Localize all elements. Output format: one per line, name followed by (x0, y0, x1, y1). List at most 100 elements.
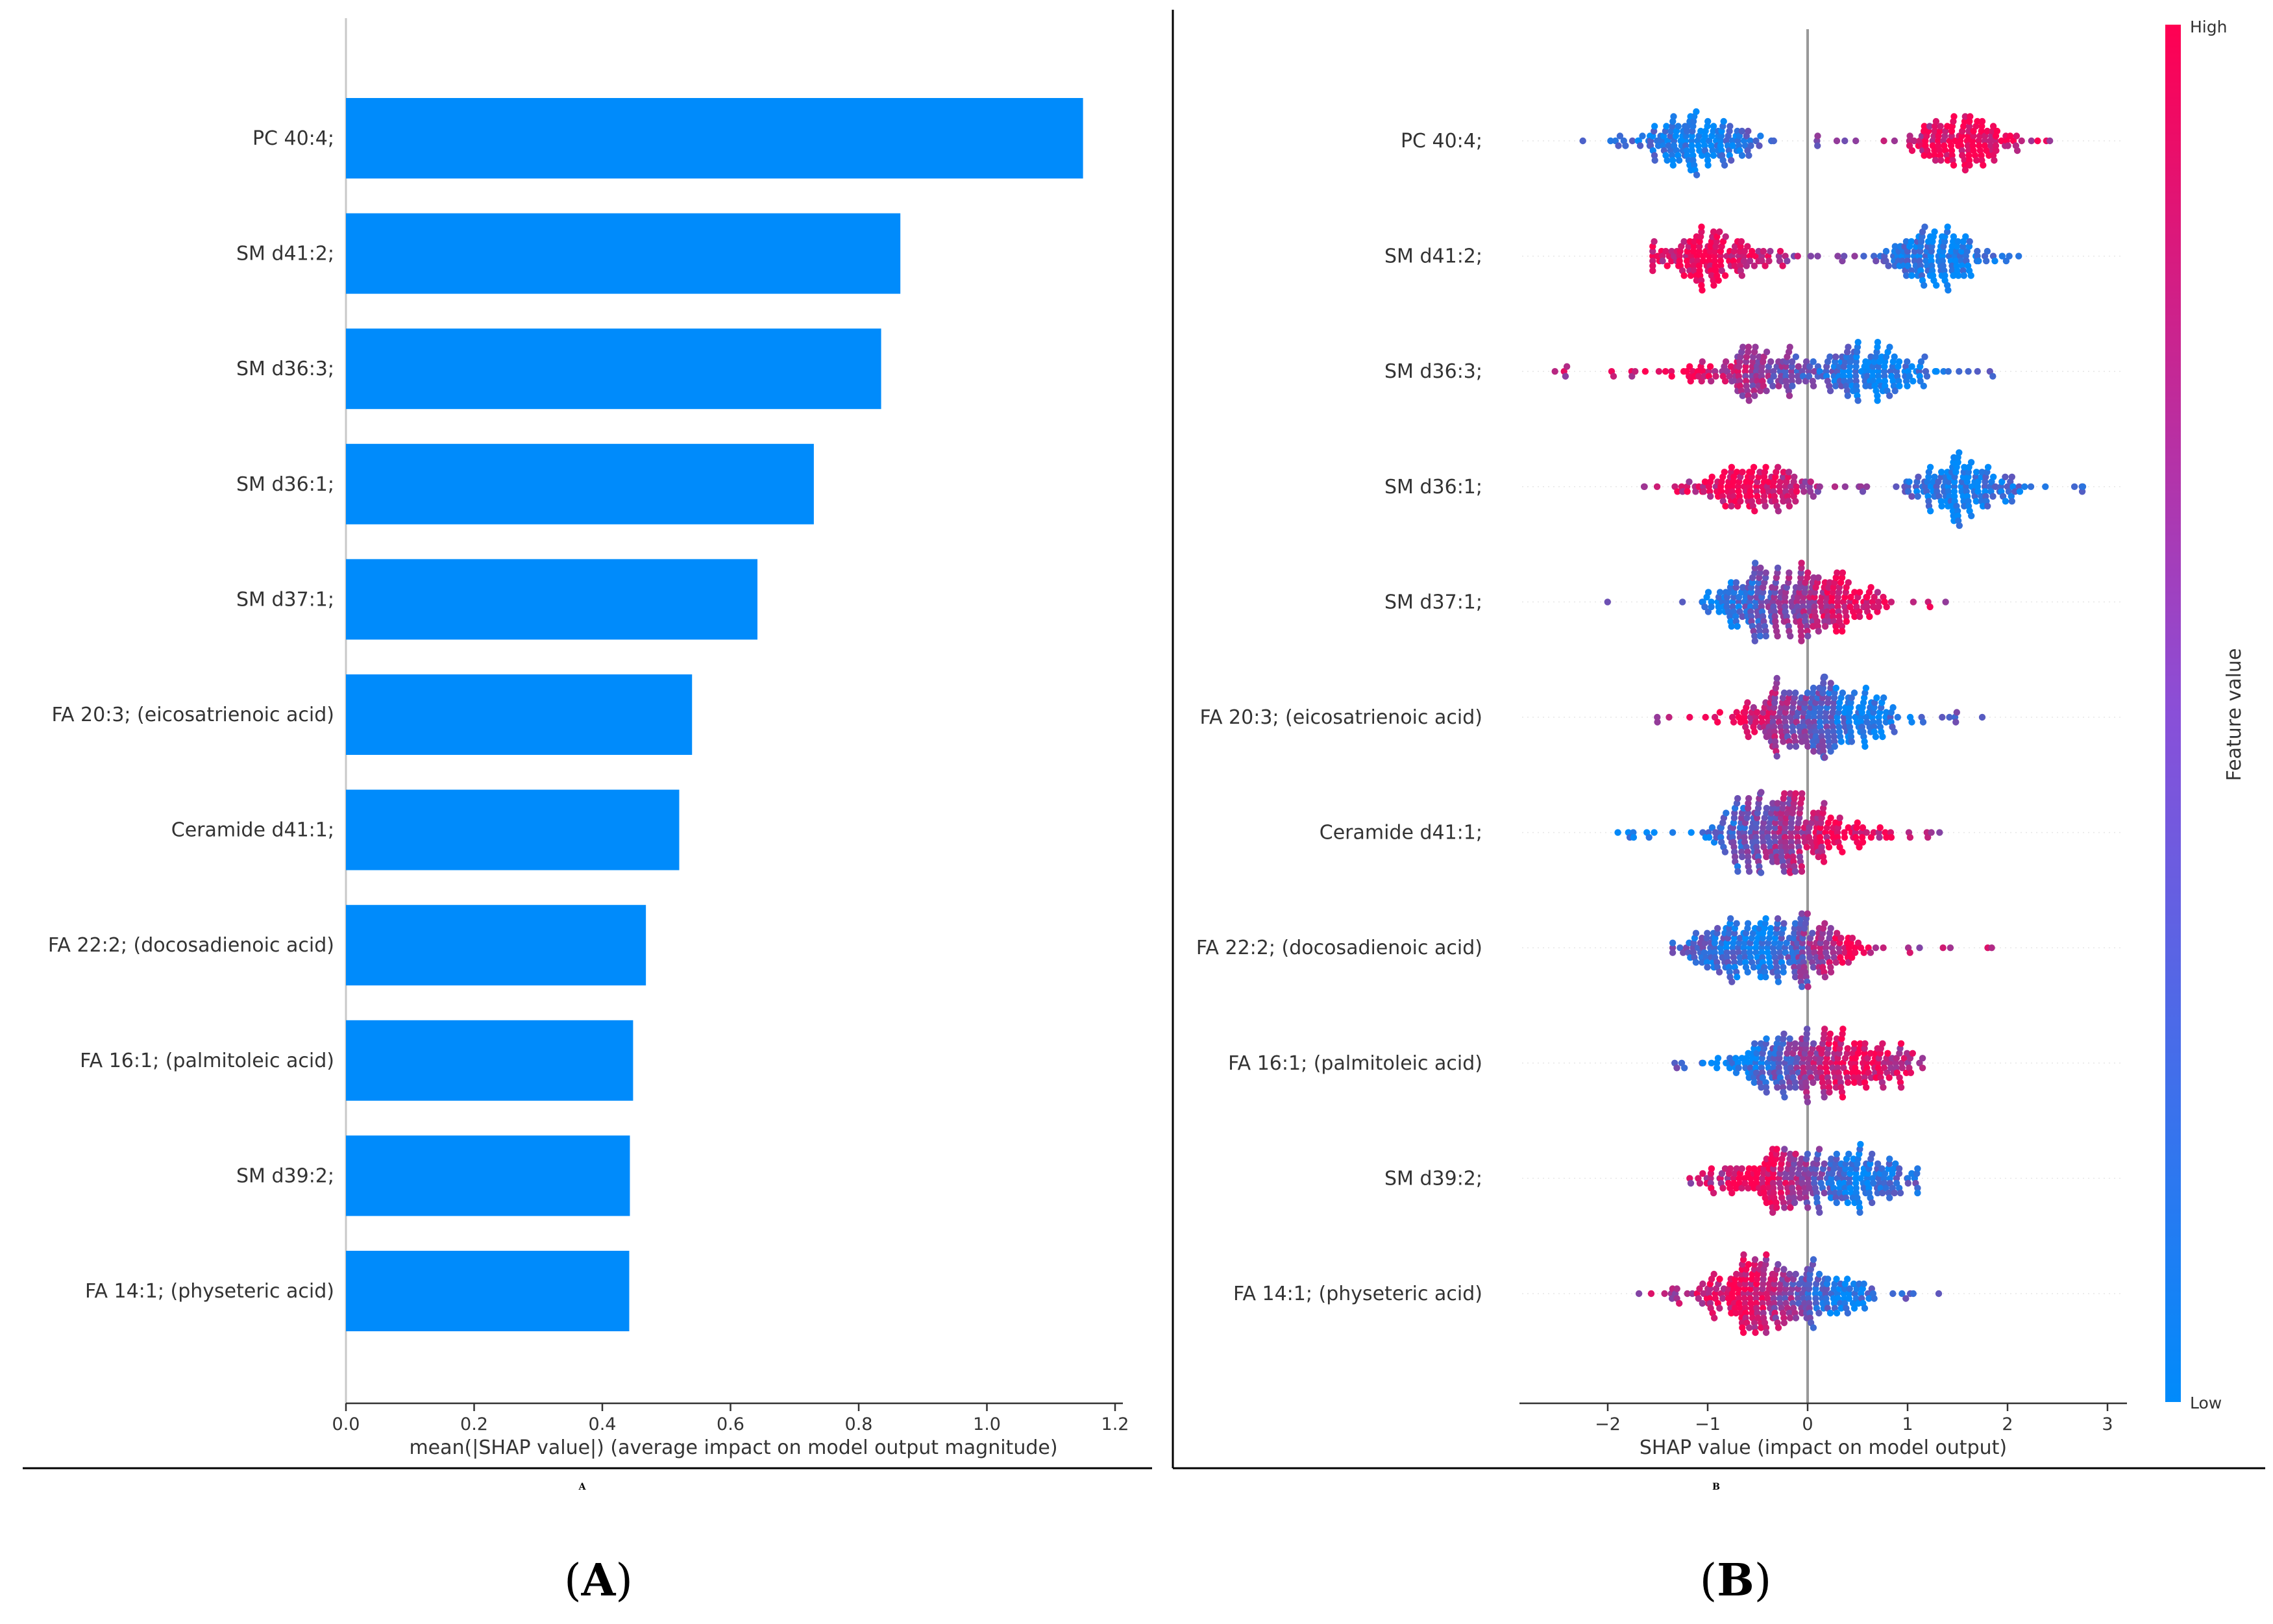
shap-dot (1770, 137, 1777, 145)
shap-dot (1745, 1074, 1752, 1081)
shap-dot (1758, 257, 1765, 265)
shap-dot (1659, 252, 1666, 260)
shap-dot (1792, 498, 1799, 505)
panel-a-caption-letter: A (581, 1555, 617, 1606)
panel-b-caption: (B) (1700, 1555, 1772, 1606)
shap-dot (1781, 1146, 1788, 1153)
shap-dot (1921, 123, 1928, 130)
shap-dot (1801, 613, 1808, 621)
shap-dot (1747, 589, 1755, 596)
shap-dot (1721, 378, 1729, 385)
shap-dot (1767, 358, 1775, 365)
shap-dot (1654, 713, 1661, 721)
shap-dot (1747, 608, 1754, 615)
shap-dot (1948, 262, 1956, 269)
shap-dot (1734, 794, 1741, 802)
shap-dot (1802, 1040, 1810, 1048)
shap-dot (1998, 137, 2005, 145)
shap-dot (1810, 689, 1817, 696)
shap-dot (1751, 569, 1758, 576)
shap-dot (1860, 252, 1867, 260)
shap-dot (1770, 1295, 1777, 1302)
shap-dot (1720, 117, 1727, 125)
shap-dot (1686, 478, 1693, 486)
shap-dot (1741, 1280, 1749, 1288)
shap-dot (1735, 1064, 1742, 1072)
shap-dot (1651, 829, 1658, 836)
shap-dot (1823, 368, 1830, 375)
shap-dot (1797, 622, 1804, 630)
shap-dot (1730, 935, 1738, 942)
shap-dot (1791, 959, 1798, 966)
shap-dot (1817, 1064, 1824, 1072)
shap-dot (1859, 488, 1867, 495)
shap-dot (1944, 156, 1951, 164)
shap-dot (1916, 944, 1923, 952)
shap-dot (1874, 392, 1881, 399)
shap-dot (1831, 483, 1839, 490)
shap-dot (1793, 483, 1800, 490)
shap-dot (1726, 123, 1734, 130)
shap-dot (1875, 603, 1882, 611)
shap-dot (1814, 252, 1821, 260)
shap-dot (1810, 382, 1817, 389)
shap-dot (1978, 469, 1985, 476)
shap-dot (1780, 1266, 1788, 1273)
shap-dot (1751, 728, 1758, 735)
shap-dot (1739, 584, 1747, 591)
feature-label: SM d36:1; (1384, 476, 1482, 498)
shap-dot (1889, 704, 1897, 711)
shap-dot (1745, 1050, 1752, 1057)
shap-dot (1794, 1290, 1802, 1298)
shap-dot (1741, 1305, 1749, 1312)
shap-dot (1714, 929, 1721, 937)
shap-dot (1836, 613, 1843, 621)
shap-dot (1815, 1309, 1823, 1317)
shap-dot (1754, 608, 1761, 615)
shap-dot (1832, 1084, 1839, 1091)
shap-dot (1786, 1035, 1793, 1042)
shap-dot (1886, 1155, 1893, 1163)
shap-dot (1775, 1035, 1782, 1042)
shap-dot (1669, 829, 1677, 836)
shap-dot (1837, 1305, 1845, 1312)
shap-dot (1692, 959, 1700, 966)
shap-dot (1711, 949, 1718, 956)
shap-dot (1745, 1165, 1753, 1172)
shap-dot (1973, 156, 1980, 164)
shap-dot (1697, 277, 1705, 284)
shap-dot (1806, 1305, 1813, 1312)
shap-dot (1872, 733, 1880, 741)
shap-dot (1833, 137, 1841, 145)
shap-dot (1852, 1179, 1860, 1187)
shap-dot (1779, 1040, 1787, 1048)
shap-dot (1986, 368, 1993, 375)
shap-dot (1745, 1324, 1753, 1331)
feature-label: SM d37:1; (236, 588, 334, 611)
shap-dot (1846, 373, 1854, 380)
shap-dot (1747, 488, 1754, 495)
panel-a-bar-chart: PC 40:4; SM d41:2; SM d36:3; SM d36:1; SM d3… (23, 18, 1152, 1606)
shap-dot (1733, 469, 1741, 476)
shap-dot (1689, 123, 1697, 130)
shap-dot (1704, 162, 1712, 169)
shap-dot (1750, 463, 1758, 471)
shap-dot (2070, 483, 2078, 490)
shap-dot (1812, 1285, 1819, 1292)
shap-dot (1776, 488, 1784, 495)
shap-dot (1972, 469, 1980, 476)
shap-dot (1711, 252, 1718, 260)
shap-dot (1807, 252, 1815, 260)
shap-dot (1757, 1040, 1765, 1048)
shap-dot (1829, 608, 1836, 615)
shap-dot (1801, 589, 1808, 596)
shap-dot (1841, 137, 1849, 145)
shap-dot (1872, 944, 1880, 952)
shap-dot (1950, 488, 1958, 495)
shap-dot (1717, 132, 1725, 140)
shap-dot (1819, 959, 1826, 966)
shap-dot (1735, 1295, 1742, 1302)
shap-dot (1791, 1045, 1799, 1052)
shap-dot (1751, 1040, 1758, 1048)
shap-dot (2004, 142, 2011, 149)
